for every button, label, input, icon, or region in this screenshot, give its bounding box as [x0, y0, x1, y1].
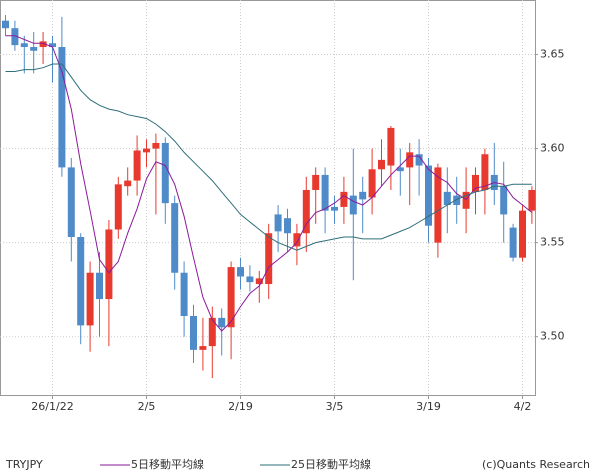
candle-body [105, 229, 113, 300]
candle-body [114, 184, 122, 230]
candle-body [509, 227, 517, 258]
candle-body [171, 203, 179, 273]
candle-body [387, 127, 395, 166]
ma-line [5, 35, 533, 332]
y-tick-label: 3.60 [540, 142, 565, 155]
x-tick-label: 2/5 [138, 400, 156, 413]
candle-body [265, 233, 273, 285]
candle-body [434, 167, 442, 243]
candle-body [2, 20, 9, 29]
candle-body [472, 174, 479, 192]
x-tick-label: 3/5 [326, 400, 344, 413]
candle-body [190, 316, 197, 350]
candle-body [237, 267, 244, 277]
candle-body [425, 165, 432, 226]
candle-body [227, 267, 235, 328]
x-tick-label: 4/2 [514, 400, 532, 413]
candle-body [500, 186, 508, 215]
candle-body [443, 191, 451, 206]
y-tick-label: 3.50 [540, 330, 565, 343]
candle-body [218, 317, 226, 328]
candle-body [67, 167, 75, 237]
candle-body [133, 150, 141, 181]
credit: (c)Quants Research [482, 458, 590, 471]
legend-label: 5日移動平均線 [131, 457, 204, 471]
candle-body [49, 43, 56, 48]
candle-body [293, 233, 301, 247]
x-tick-label: 26/1/22 [31, 400, 73, 413]
candle-body [161, 142, 169, 204]
candle-body [378, 159, 385, 170]
candle-body [180, 272, 188, 316]
candle-body [519, 210, 526, 258]
candle-body [199, 346, 207, 350]
candle-body [96, 272, 103, 300]
candle-body [528, 189, 536, 211]
candle-body [415, 154, 423, 166]
candle-body [208, 317, 216, 347]
candle-body [30, 47, 38, 51]
candle-body [274, 214, 282, 232]
x-tick-label: 2/19 [228, 400, 253, 413]
candle-body [86, 272, 94, 326]
marks [2, 15, 536, 379]
candle-body [124, 180, 132, 187]
candle-body [312, 174, 320, 190]
candle-body [58, 47, 66, 168]
candle-body [331, 206, 338, 211]
candle-body [349, 195, 357, 215]
candle-body [302, 189, 310, 234]
candle-body [39, 41, 47, 48]
y-tick-label: 3.65 [540, 48, 565, 61]
candle-body [368, 169, 376, 198]
candle-body [406, 152, 414, 168]
candle-body [453, 195, 461, 206]
candle-body [11, 28, 19, 46]
candle-body [20, 43, 28, 48]
candle-body [340, 191, 348, 207]
candle-body [246, 276, 254, 283]
candle-body [481, 154, 489, 190]
candle-body [77, 237, 85, 326]
candle-body [284, 218, 291, 234]
candle-body [255, 278, 263, 285]
ma-line [5, 63, 532, 251]
grid: 3.50 3.55 3.60 3.65 26/1/22 2/5 2/19 3/5 3/19 4/2 [0, 0, 565, 413]
candle-body [396, 167, 404, 172]
legend-label: 25日移動平均線 [291, 457, 371, 471]
x-tick-label: 3/19 [416, 400, 441, 413]
candle-body [152, 142, 160, 149]
candle-body [321, 174, 329, 211]
symbol: TRYJPY [5, 458, 43, 471]
y-tick-label: 3.55 [540, 236, 565, 249]
candle-body [462, 191, 470, 209]
candle-body [359, 191, 367, 200]
candle-body [143, 148, 150, 153]
